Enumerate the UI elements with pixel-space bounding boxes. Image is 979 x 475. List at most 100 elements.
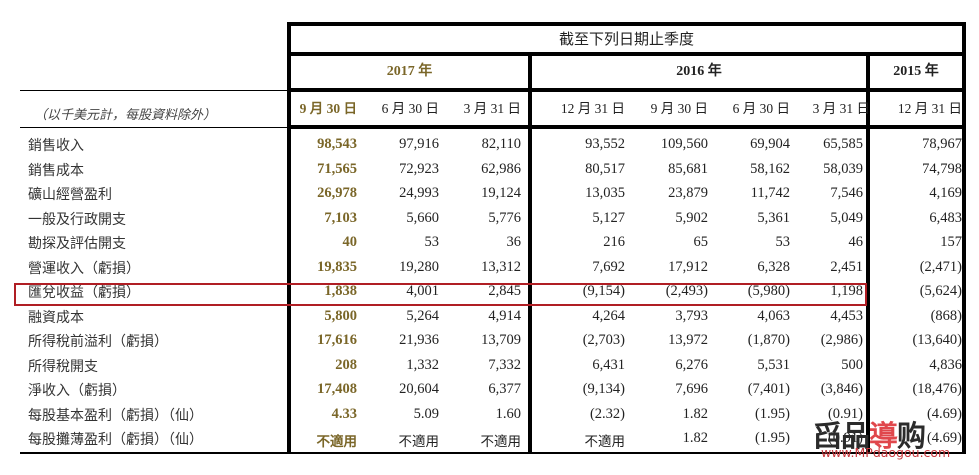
table-cell: 1.60 — [495, 405, 521, 422]
table-cell: (2,703) — [582, 332, 625, 348]
table-row: 每股攤薄盈利（虧損）（仙） 不適用 不適用 不適用 不適用 1.82 (1.95) (0.91… — [0, 427, 979, 452]
table-cell: 78,967 — [922, 136, 962, 152]
table-cell: (18,476) — [912, 381, 962, 397]
divider — [20, 90, 288, 91]
table-cell: 5,660 — [406, 209, 439, 226]
table-cell: (1.95) — [754, 430, 790, 446]
table-cell: 4,001 — [406, 283, 439, 299]
date-header: 9 月 30 日 — [650, 101, 708, 116]
year-2016: 2016 年 — [676, 64, 722, 79]
row-label: 礦山經營盈利 — [28, 187, 112, 203]
table-cell: 6,431 — [592, 356, 625, 373]
table-cell: 5,127 — [592, 209, 625, 226]
row-label: 所得稅前溢利（虧損） — [28, 334, 168, 350]
table-cell: 4.33 — [331, 405, 357, 422]
table-header-frame — [287, 22, 966, 454]
table-cell: 1.82 — [682, 405, 708, 422]
table-row: 營運收入（虧損） 19,835 19,280 13,312 7,692 17,912 6,3… — [0, 256, 979, 281]
table-cell: 4,169 — [929, 185, 962, 201]
table-cell: 4,453 — [830, 307, 863, 324]
table-cell: 5,531 — [757, 356, 790, 373]
table-cell: 24,993 — [399, 185, 439, 201]
table-cell: 13,972 — [668, 332, 708, 348]
table-cell: 40 — [342, 234, 358, 250]
table-row: 淨收入（虧損） 17,408 20,604 6,377 (9,134) 7,696 (7,4… — [0, 378, 979, 403]
table-cell: 46 — [848, 234, 864, 250]
table-cell: 36 — [506, 234, 522, 250]
table-cell: 5,264 — [406, 307, 439, 324]
table-cell: 6,276 — [675, 356, 708, 373]
table-cell: 82,110 — [481, 136, 521, 152]
year-2015: 2015 年 — [893, 64, 939, 79]
table-cell: (9,134) — [582, 381, 625, 397]
table-cell: 80,517 — [585, 160, 625, 177]
table-cell: 23,879 — [668, 185, 708, 201]
date-header: 12 月 31 日 — [897, 101, 962, 116]
table-cell: 53 — [424, 234, 440, 250]
table-cell: 65,585 — [823, 136, 863, 152]
table-cell: 5,361 — [757, 209, 790, 226]
table-cell: 1,838 — [324, 283, 357, 299]
table-cell: 5,902 — [675, 209, 708, 226]
table-cell: 21,936 — [399, 332, 439, 348]
table-cell: 19,835 — [317, 258, 357, 275]
date-header: 9 月 30 日 — [299, 101, 357, 116]
table-cell: (1,870) — [747, 332, 790, 348]
table-row: 勘探及評估開支 40 53 36 216 65 53 46 157 — [0, 231, 979, 256]
table-cell: 4,264 — [592, 307, 625, 324]
table-cell: (0.91) — [827, 405, 863, 422]
table-cell: 1,198 — [830, 283, 863, 299]
table-cell: (9,154) — [582, 283, 625, 299]
table-cell: 1,332 — [406, 356, 439, 373]
table-cell: 7,103 — [324, 209, 357, 226]
table-cell: 不適用 — [584, 434, 626, 450]
table-cell: (2.32) — [589, 405, 625, 422]
year-2017: 2017 年 — [386, 64, 433, 79]
table-cell: 98,543 — [317, 136, 357, 152]
table-cell: (868) — [930, 307, 962, 324]
row-label: 融資成本 — [28, 309, 84, 326]
row-label: 淨收入（虧損） — [28, 383, 126, 399]
date-header: 12 月 31 日 — [560, 101, 625, 116]
row-label: 每股攤薄盈利（虧損）（仙） — [28, 432, 203, 448]
date-header: 6 月 30 日 — [732, 101, 790, 116]
table-row: 融資成本 5,800 5,264 4,914 4,264 3,793 4,063 4,453 (… — [0, 305, 979, 330]
table-cell: 58,162 — [750, 160, 790, 177]
table-cell: 72,923 — [399, 160, 439, 177]
table-cell: 85,681 — [668, 160, 708, 177]
table-cell: 11,742 — [750, 185, 790, 201]
table-cell: 17,408 — [317, 381, 357, 397]
table-row: 所得稅前溢利（虧損） 17,616 21,936 13,709 (2,703) 13,97… — [0, 329, 979, 354]
table-cell: 4,914 — [488, 307, 521, 324]
table-cell: 71,565 — [317, 160, 357, 177]
table-cell: 3,793 — [675, 307, 708, 324]
date-header: 6 月 30 日 — [381, 101, 439, 116]
row-label: 每股基本盈利（虧損）（仙） — [28, 407, 203, 424]
table-cell: 216 — [603, 234, 625, 250]
table-cell: 13,709 — [481, 332, 521, 348]
divider — [287, 52, 966, 56]
table-cell: 97,916 — [399, 136, 439, 152]
table-cell: 6,377 — [488, 381, 521, 397]
table-cell: 4,836 — [929, 356, 962, 373]
table-cell: 62,986 — [481, 160, 521, 177]
row-label: 所得稅開支 — [28, 358, 98, 375]
divider — [20, 452, 966, 454]
unit-note: （以千美元計，每股資料除外） — [34, 108, 217, 123]
table-cell: 不適用 — [480, 434, 522, 450]
table-cell: (0.91) — [827, 430, 863, 446]
table-cell: (2,986) — [820, 332, 863, 348]
table-row: 一般及行政開支 7,103 5,660 5,776 5,127 5,902 5,361 5,0… — [0, 207, 979, 232]
table-row: 所得稅開支 208 1,332 7,332 6,431 6,276 5,531 500 4,83… — [0, 354, 979, 379]
table-cell: 7,696 — [675, 381, 708, 397]
table-cell: 19,124 — [481, 185, 521, 201]
table-cell: 65 — [693, 234, 709, 250]
table-cell: 13,035 — [585, 185, 625, 201]
table-cell: (2,471) — [919, 258, 962, 275]
table-cell: 7,692 — [592, 258, 625, 275]
row-label: 一般及行政開支 — [28, 211, 126, 228]
table-cell: 1.82 — [682, 430, 708, 446]
table-cell: 53 — [775, 234, 791, 250]
table-cell: 157 — [940, 234, 962, 250]
table-cell: 19,280 — [399, 258, 439, 275]
